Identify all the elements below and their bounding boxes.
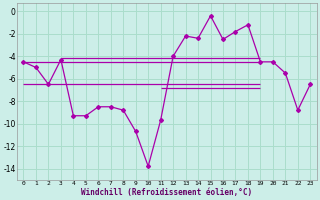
X-axis label: Windchill (Refroidissement éolien,°C): Windchill (Refroidissement éolien,°C) [81, 188, 252, 197]
